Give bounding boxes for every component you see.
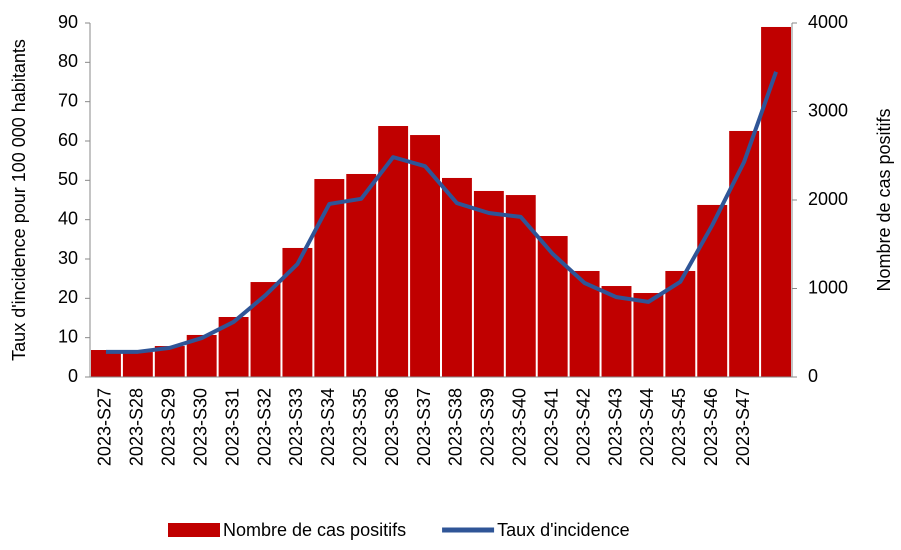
y-tick-label: 50	[58, 169, 78, 189]
bar	[633, 293, 664, 377]
x-tick-label: 2023-S42	[573, 388, 593, 466]
y-tick-label: 20	[58, 287, 78, 307]
bar	[91, 350, 121, 377]
x-tick-label: 2023-S44	[637, 388, 657, 466]
x-tick-label: 2023-S34	[318, 388, 338, 466]
x-tick-label: 2023-S47	[733, 388, 753, 466]
bar	[729, 130, 760, 377]
x-tick-label: 2023-S29	[159, 388, 179, 466]
x-tick-label: 2023-S39	[478, 388, 498, 466]
y-tick-label: 90	[58, 12, 78, 32]
bar	[346, 173, 377, 377]
y-tick-label: 70	[58, 90, 78, 110]
legend-label: Taux d'incidence	[497, 520, 630, 540]
y-tick-label: 60	[58, 130, 78, 150]
y2-axis-title: Nombre de cas positifs	[874, 108, 894, 291]
bar	[761, 26, 791, 377]
x-tick-label: 2023-S30	[190, 388, 210, 466]
x-tick-label: 2023-S45	[669, 388, 689, 466]
bar	[601, 286, 632, 377]
y2-tick-label: 4000	[808, 12, 848, 32]
bar	[410, 135, 440, 377]
x-tick-label: 2023-S36	[382, 388, 402, 466]
bar	[250, 282, 281, 377]
x-tick-label: 2023-S31	[222, 388, 242, 466]
bar	[473, 190, 504, 377]
y2-tick-label: 1000	[808, 277, 848, 297]
bar	[537, 236, 568, 377]
bar	[378, 126, 409, 377]
x-tick-label: 2023-S40	[510, 388, 530, 466]
bar	[442, 177, 472, 377]
x-tick-label: 2023-S37	[414, 388, 434, 466]
y-tick-label: 40	[58, 208, 78, 228]
y-tick-label: 80	[58, 51, 78, 71]
y2-tick-label: 3000	[808, 100, 848, 120]
y-tick-label: 0	[68, 366, 78, 386]
bar	[697, 204, 728, 377]
x-tick-label: 2023-S27	[95, 388, 115, 466]
bar	[505, 195, 536, 377]
x-tick-label: 2023-S28	[127, 388, 147, 466]
x-tick-label: 2023-S35	[350, 388, 370, 466]
legend-swatch	[168, 523, 220, 537]
x-tick-label: 2023-S33	[286, 388, 306, 466]
legend-label: Nombre de cas positifs	[223, 520, 406, 540]
y-tick-label: 10	[58, 326, 78, 346]
y-tick-label: 30	[58, 248, 78, 268]
y2-tick-label: 0	[808, 366, 818, 386]
x-tick-label: 2023-S32	[254, 388, 274, 466]
line	[105, 71, 778, 354]
x-tick-label: 2023-S46	[701, 388, 721, 466]
bar	[314, 179, 345, 377]
x-tick-label: 2023-S41	[541, 388, 561, 466]
x-tick-label: 2023-S38	[446, 388, 466, 466]
bar	[122, 352, 153, 377]
x-tick-label: 2023-S43	[605, 388, 625, 466]
y-axis-title: Taux d'incidence pour 100 000 habitants	[9, 39, 29, 361]
bar	[154, 346, 185, 377]
y2-tick-label: 2000	[808, 189, 848, 209]
bar	[282, 247, 313, 377]
